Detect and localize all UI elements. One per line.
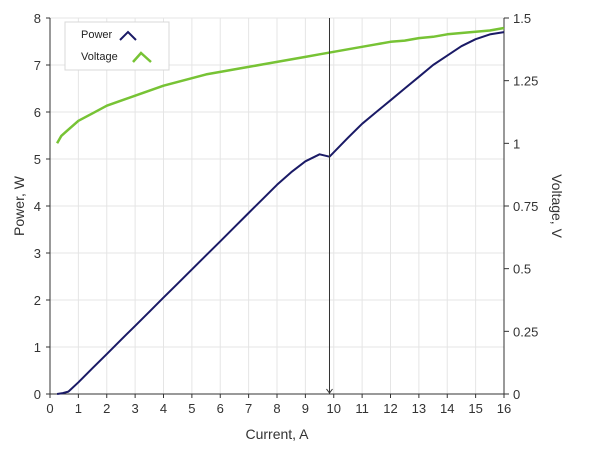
y-left-tick-label: 5 — [34, 152, 41, 167]
y-left-tick-label: 4 — [34, 199, 41, 214]
y-left-tick-label: 0 — [34, 387, 41, 402]
legend-box — [64, 21, 170, 71]
series — [56, 26, 505, 395]
y-right-tick-label: 1.5 — [513, 11, 531, 26]
power-series-line — [56, 31, 505, 395]
x-tick-label: 7 — [245, 401, 252, 416]
x-tick-label: 8 — [273, 401, 280, 416]
left-y-axis-title: Power, W — [11, 175, 27, 236]
y-right-tick-label: 0.5 — [513, 262, 531, 277]
y-right-tick-label: 0.75 — [513, 199, 538, 214]
right-y-axis-title: Voltage, V — [549, 174, 565, 238]
y-left-tick-label: 8 — [34, 11, 41, 26]
x-tick-label: 13 — [412, 401, 426, 416]
y-left-tick-label: 1 — [34, 340, 41, 355]
x-tick-label: 11 — [355, 401, 369, 416]
x-axis-title: Current, A — [245, 426, 309, 442]
x-tick-label: 5 — [188, 401, 195, 416]
y-right-tick-label: 0 — [513, 387, 520, 402]
y-right-tick-label: 1.25 — [513, 74, 538, 89]
x-tick-label: 14 — [440, 401, 454, 416]
x-tick-label: 10 — [327, 401, 341, 416]
voltage-series-line — [56, 26, 505, 144]
y-left-tick-label: 2 — [34, 293, 41, 308]
y-right-tick-label: 1 — [513, 136, 520, 151]
y-left-tick-label: 7 — [34, 58, 41, 73]
y-left-tick-label: 6 — [34, 105, 41, 120]
cursor-marker[interactable] — [326, 388, 333, 394]
x-tick-label: 9 — [302, 401, 309, 416]
x-tick-label: 3 — [132, 401, 139, 416]
x-tick-label: 1 — [75, 401, 82, 416]
x-tick-label: 16 — [497, 401, 511, 416]
grid — [49, 17, 505, 395]
y-right-tick-label: 0.25 — [513, 324, 538, 339]
cursor[interactable] — [326, 18, 333, 394]
x-tick-label: 6 — [217, 401, 224, 416]
x-tick-label: 0 — [46, 401, 53, 416]
x-tick-label: 12 — [383, 401, 397, 416]
legend-voltage-icon — [132, 51, 152, 63]
tick-labels: 0 1 2 3 4 5 6 7 8 9 10 11 12 13 14 15 1601234567800.250.… — [34, 11, 539, 416]
y-left-tick-label: 3 — [34, 246, 41, 261]
x-tick-label: 15 — [468, 401, 482, 416]
x-tick-label: 4 — [160, 401, 167, 416]
legend-voltage-label: Voltage — [81, 51, 118, 63]
legend-power-icon — [119, 30, 137, 41]
x-tick-label: 2 — [103, 401, 110, 416]
legend-power-label: Power — [81, 29, 113, 41]
legend: Power Voltage — [64, 21, 170, 71]
